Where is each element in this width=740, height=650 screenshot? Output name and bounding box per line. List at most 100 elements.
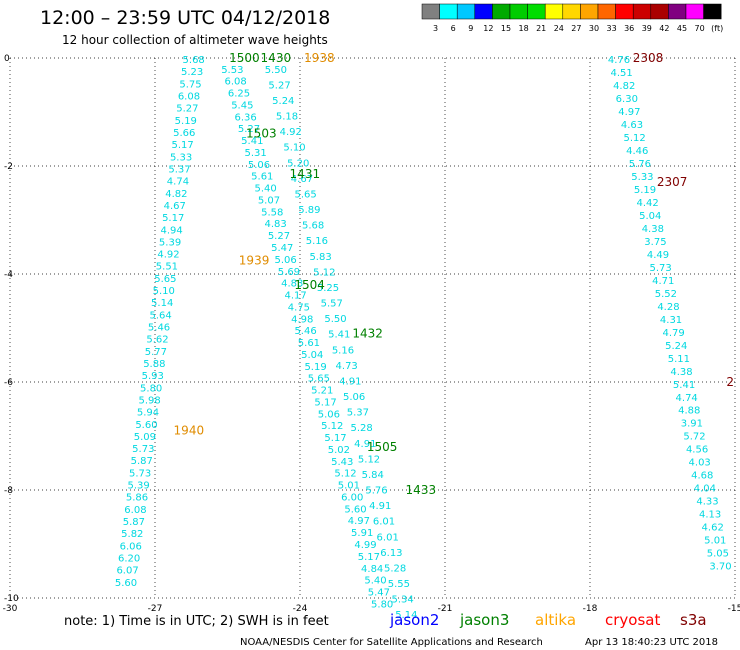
swh-value: 5.51	[156, 262, 178, 273]
colorbar-label: 33	[607, 24, 617, 33]
y-tick-label: -4	[4, 270, 13, 280]
swh-value: 4.49	[647, 250, 669, 261]
swh-value: 5.73	[650, 263, 672, 274]
swh-value: 5.12	[321, 421, 343, 432]
colorbar-swatch	[597, 3, 616, 20]
swh-value: 5.19	[175, 116, 197, 127]
pass-time-label: 1500	[229, 51, 260, 65]
swh-value: 5.10	[283, 143, 305, 154]
y-tick-label: -8	[4, 486, 13, 496]
swh-value: 4.63	[621, 120, 643, 131]
swh-value: 5.17	[358, 552, 380, 563]
track-pass-2308: 4.76 4.51 4.82 6.30 4.97 4.63 5.12 4.46 5.76 5.33…	[608, 55, 732, 573]
colorbar-swatch	[703, 3, 722, 20]
swh-value: 5.01	[704, 536, 726, 547]
swh-value: 5.52	[655, 289, 677, 300]
swh-value: 6.01	[373, 517, 395, 528]
pass-time-label: 1431	[290, 167, 321, 181]
x-tick-label: -15	[728, 604, 740, 614]
swh-tracks: 5.685.235.756.085.275.195.665.175.335.37…	[115, 55, 732, 621]
colorbar-label: 12	[483, 24, 493, 33]
swh-value: 4.04	[694, 484, 716, 495]
pass-time-label: 2308	[633, 51, 664, 65]
colorbar-swatch	[527, 3, 546, 20]
swh-value: 5.60	[135, 420, 157, 431]
swh-value: 5.12	[313, 267, 335, 278]
swh-value: 5.11	[668, 354, 690, 365]
y-tick-label: -2	[4, 162, 13, 172]
swh-value: 5.24	[665, 341, 687, 352]
colorbar-label: 30	[589, 24, 599, 33]
swh-value: 4.38	[642, 224, 664, 235]
swh-value: 5.73	[129, 468, 151, 479]
swh-value: 5.87	[123, 517, 145, 528]
swh-value: 4.97	[348, 516, 370, 527]
swh-value: 5.12	[623, 133, 645, 144]
swh-value: 5.76	[629, 159, 651, 170]
swh-value: 4.91	[339, 376, 361, 387]
swh-value: 5.37	[347, 408, 369, 419]
track-pass-1432: 5.50 5.27 5.24 5.18 4.92 5.10 5.20 4.67 5.65 5.89…	[265, 65, 418, 621]
swh-value: 6.20	[118, 553, 140, 564]
swh-value: 5.83	[309, 252, 331, 263]
swh-value: 5.58	[261, 207, 283, 218]
swh-value: 5.28	[384, 563, 406, 574]
swh-value: 5.47	[271, 243, 293, 254]
colorbar-label: 6	[451, 24, 456, 33]
swh-value: 5.33	[170, 152, 192, 163]
swh-value: 4.99	[354, 540, 376, 551]
swh-value: 4.13	[699, 510, 721, 521]
swh-value: 5.24	[272, 96, 294, 107]
swh-value: 5.27	[238, 124, 260, 135]
pass-time-label: 1432	[352, 326, 383, 340]
swh-value: 5.94	[137, 408, 159, 419]
swh-value: 4.31	[660, 315, 682, 326]
swh-value: 5.39	[127, 481, 149, 492]
swh-value: 5.68	[302, 221, 324, 232]
swh-value: 3.91	[681, 419, 703, 430]
swh-value: 5.06	[248, 160, 270, 171]
swh-value: 4.97	[618, 107, 640, 118]
x-tick-label: -21	[438, 604, 453, 614]
swh-value: 5.40	[364, 576, 386, 587]
swh-value: 5.17	[162, 213, 184, 224]
footer-timestamp: Apr 13 18:40:23 UTC 2018	[585, 637, 718, 648]
colorbar-swatch	[650, 3, 669, 20]
swh-value: 4.84	[361, 564, 383, 575]
swh-value: 5.17	[314, 397, 336, 408]
swh-value: 5.06	[318, 409, 340, 420]
colorbar-label: 27	[571, 24, 581, 33]
x-tick-label: -18	[583, 604, 598, 614]
x-tick-label: -30	[3, 604, 18, 614]
colorbar-label: 24	[554, 24, 564, 33]
swh-value: 5.14	[395, 610, 417, 621]
colorbar-swatch	[439, 3, 458, 20]
colorbar-swatch	[685, 3, 704, 20]
swh-value: 4.67	[291, 174, 313, 185]
track-pass-1503: 5.536.086.255.456.365.275.415.315.065.61…	[221, 65, 393, 611]
swh-value: 5.61	[251, 172, 273, 183]
colorbar-swatch	[562, 3, 581, 20]
track-pass-1500: 5.685.235.756.085.275.195.665.175.335.37…	[115, 55, 205, 589]
pass-time-label: 2	[726, 375, 734, 389]
colorbar-label: 45	[677, 24, 687, 33]
pass-time-label: 1430	[261, 51, 292, 65]
swh-value: 3.70	[709, 562, 731, 573]
swh-value: 5.64	[149, 310, 171, 321]
swh-value: 4.17	[284, 291, 306, 302]
chart-subtitle: 12 hour collection of altimeter wave hei…	[62, 33, 328, 47]
swh-value: 5.68	[183, 55, 205, 66]
colorbar-swatch	[580, 3, 599, 20]
swh-value: 5.19	[634, 185, 656, 196]
swh-value: 5.40	[254, 184, 276, 195]
swh-value: 6.00	[341, 492, 363, 503]
swh-value: 5.98	[138, 395, 160, 406]
x-tick-label: -24	[293, 604, 308, 614]
swh-value: 5.75	[179, 79, 201, 90]
swh-value: 5.43	[331, 457, 353, 468]
swh-value: 4.76	[608, 55, 630, 66]
swh-value: 6.08	[124, 505, 146, 516]
swh-value: 5.27	[176, 104, 198, 115]
swh-value: 5.45	[231, 100, 253, 111]
